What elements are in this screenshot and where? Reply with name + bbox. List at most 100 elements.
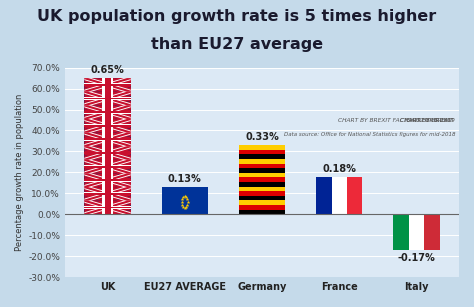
Polygon shape	[114, 155, 131, 160]
Polygon shape	[114, 142, 131, 146]
Polygon shape	[114, 182, 131, 187]
Polygon shape	[114, 201, 131, 205]
Polygon shape	[84, 146, 131, 160]
Polygon shape	[84, 146, 100, 151]
Polygon shape	[114, 196, 131, 201]
Polygon shape	[84, 119, 131, 133]
Polygon shape	[84, 92, 131, 105]
Polygon shape	[84, 201, 131, 214]
Polygon shape	[84, 201, 131, 214]
Bar	[84, 125, 131, 127]
Polygon shape	[114, 92, 131, 96]
Bar	[84, 187, 131, 201]
Bar	[84, 84, 131, 86]
Polygon shape	[84, 119, 131, 133]
Bar	[84, 119, 131, 133]
Bar	[239, 145, 285, 150]
Bar	[104, 173, 110, 187]
Bar	[84, 97, 131, 100]
Polygon shape	[84, 105, 131, 119]
Polygon shape	[84, 78, 131, 92]
Polygon shape	[84, 187, 100, 192]
Bar	[104, 78, 110, 92]
Polygon shape	[84, 128, 100, 133]
Text: 0.33%: 0.33%	[245, 132, 279, 142]
Bar	[84, 133, 131, 146]
Polygon shape	[114, 187, 131, 192]
Bar	[102, 92, 113, 105]
Polygon shape	[84, 173, 131, 187]
Bar	[239, 159, 285, 164]
Polygon shape	[114, 209, 131, 214]
Bar	[84, 151, 131, 154]
Polygon shape	[114, 87, 131, 92]
Bar	[104, 146, 110, 160]
Polygon shape	[114, 160, 131, 165]
Polygon shape	[84, 187, 131, 201]
Bar	[102, 187, 113, 201]
Polygon shape	[84, 173, 131, 187]
Polygon shape	[84, 78, 131, 92]
Bar	[104, 160, 110, 173]
Bar	[239, 182, 285, 187]
Polygon shape	[84, 146, 131, 160]
Polygon shape	[84, 119, 100, 124]
Polygon shape	[84, 146, 131, 160]
Polygon shape	[84, 92, 131, 105]
Bar	[102, 201, 113, 214]
Bar	[162, 187, 208, 214]
Polygon shape	[84, 160, 131, 173]
Polygon shape	[114, 146, 131, 151]
Polygon shape	[84, 105, 131, 119]
Polygon shape	[84, 173, 100, 178]
Bar	[84, 78, 131, 92]
Bar	[84, 206, 131, 209]
Bar	[84, 207, 131, 208]
Polygon shape	[84, 133, 131, 146]
Text: -0.17%: -0.17%	[398, 253, 436, 262]
Text: 0.13%: 0.13%	[168, 174, 201, 184]
Polygon shape	[84, 160, 131, 173]
Bar	[84, 160, 131, 173]
Bar	[239, 191, 285, 196]
Polygon shape	[84, 119, 131, 133]
Polygon shape	[84, 78, 131, 92]
Polygon shape	[114, 114, 131, 119]
Bar	[104, 119, 110, 133]
Polygon shape	[114, 78, 131, 83]
Polygon shape	[84, 101, 100, 105]
Bar	[239, 154, 285, 159]
Polygon shape	[84, 119, 131, 133]
Bar	[102, 173, 113, 187]
Polygon shape	[84, 196, 100, 201]
Bar	[84, 138, 131, 140]
Text: than EU27 average: than EU27 average	[151, 37, 323, 52]
Text: CHART BY BREXIT FACTS4EU.ORG 2019: CHART BY BREXIT FACTS4EU.ORG 2019	[338, 118, 455, 123]
Bar	[84, 173, 131, 187]
Polygon shape	[84, 119, 131, 133]
Bar	[347, 177, 363, 214]
Polygon shape	[84, 160, 100, 165]
Polygon shape	[84, 160, 131, 173]
Polygon shape	[84, 173, 131, 187]
Bar	[104, 133, 110, 146]
Polygon shape	[84, 187, 131, 201]
Polygon shape	[84, 187, 131, 201]
Bar	[84, 192, 131, 195]
Polygon shape	[84, 92, 131, 105]
Bar	[84, 92, 131, 105]
Text: 0.18%: 0.18%	[322, 164, 356, 174]
Polygon shape	[114, 105, 131, 110]
Polygon shape	[84, 169, 100, 173]
Y-axis label: Percentage growth rate in population: Percentage growth rate in population	[15, 94, 24, 251]
Polygon shape	[114, 133, 131, 137]
Bar	[104, 92, 110, 105]
Polygon shape	[84, 105, 131, 119]
Polygon shape	[84, 105, 131, 119]
Text: Data source: Office for National Statistics figures for mid-2018: Data source: Office for National Statist…	[283, 131, 455, 137]
Bar	[239, 196, 285, 200]
Bar	[84, 166, 131, 168]
Polygon shape	[84, 133, 131, 146]
Polygon shape	[84, 133, 131, 146]
Bar	[104, 187, 110, 201]
